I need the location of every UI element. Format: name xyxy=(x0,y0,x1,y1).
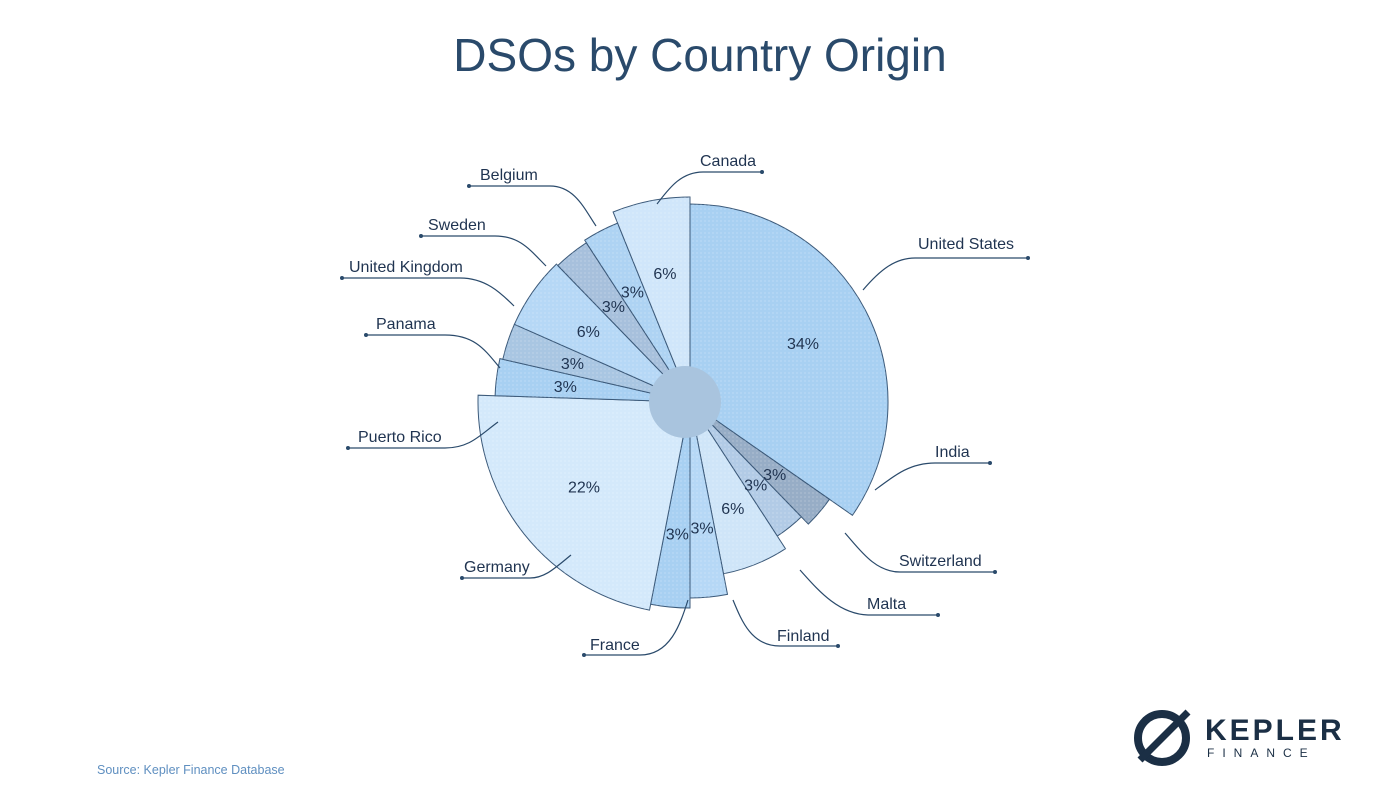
slice-category-label-united-kingdom: United Kingdom xyxy=(349,259,463,276)
pie-slice-texture-united-states xyxy=(690,204,889,516)
pie-center-hub xyxy=(649,366,721,438)
leader-line-united-kingdom xyxy=(342,277,515,307)
slice-category-label-puerto-rico: Puerto Rico xyxy=(358,429,442,446)
slice-value-label-puerto-rico: 3% xyxy=(554,379,577,396)
slice-category-label-germany: Germany xyxy=(464,559,530,576)
slice-category-label-switzerland: Switzerland xyxy=(899,553,982,570)
pie-slice-texture-panama xyxy=(502,324,690,402)
slice-value-label-germany: 22% xyxy=(568,480,600,497)
slice-value-label-france: 3% xyxy=(666,527,689,544)
slice-value-label-sweden: 3% xyxy=(602,299,625,316)
slice-value-label-united-states: 34% xyxy=(787,336,819,353)
slice-value-label-malta: 6% xyxy=(721,501,744,518)
leader-line-puerto-rico xyxy=(348,421,499,449)
leader-line-germany xyxy=(462,554,572,579)
slice-category-label-panama: Panama xyxy=(376,316,436,333)
leader-dot-united-states xyxy=(1026,256,1030,260)
slice-category-label-united-states: United States xyxy=(918,236,1014,253)
leader-line-panama xyxy=(366,334,501,369)
leader-line-canada xyxy=(656,171,762,205)
leader-dot-switzerland xyxy=(993,570,997,574)
leader-dot-germany xyxy=(460,576,464,580)
source-note: Source: Kepler Finance Database xyxy=(97,763,285,777)
slice-category-label-malta: Malta xyxy=(867,596,906,613)
leader-dot-finland xyxy=(836,644,840,648)
leader-line-finland xyxy=(732,599,838,647)
leader-dot-united-kingdom xyxy=(340,276,344,280)
leader-line-malta xyxy=(799,569,938,616)
logo-word-finance: FINANCE xyxy=(1207,746,1316,760)
slice-category-label-belgium: Belgium xyxy=(480,167,538,184)
slice-value-label-belgium: 3% xyxy=(621,285,644,302)
slice-value-label-switzerland: 3% xyxy=(744,477,767,494)
slice-category-label-canada: Canada xyxy=(700,153,756,170)
leader-dot-sweden xyxy=(419,234,423,238)
slice-category-label-finland: Finland xyxy=(777,628,829,645)
leader-line-belgium xyxy=(469,185,597,227)
leader-dot-belgium xyxy=(467,184,471,188)
slice-value-label-united-kingdom: 6% xyxy=(577,324,600,341)
pie-slice-texture-india xyxy=(690,402,830,525)
leader-line-france xyxy=(584,599,689,656)
kepler-finance-logo: KEPLER FINANCE xyxy=(1130,708,1342,768)
leader-line-sweden xyxy=(421,235,547,267)
leader-line-united-states xyxy=(862,257,1028,291)
leader-dot-france xyxy=(582,653,586,657)
pie-slice-texture-belgium xyxy=(584,223,690,402)
leader-dot-canada xyxy=(760,170,764,174)
pie-slice-texture-sweden xyxy=(557,242,690,402)
chart-title: DSOs by Country Origin xyxy=(453,29,947,81)
slice-value-label-finland: 3% xyxy=(691,521,714,538)
slice-value-label-panama: 3% xyxy=(561,356,584,373)
leader-dot-india xyxy=(988,461,992,465)
logo-word-kepler: KEPLER xyxy=(1205,714,1345,747)
leader-line-india xyxy=(874,462,990,491)
pie-slice-texture-canada xyxy=(613,197,690,402)
leader-dot-puerto-rico xyxy=(346,446,350,450)
leader-dot-malta xyxy=(936,613,940,617)
leader-line-switzerland xyxy=(844,532,995,573)
pie-slice-texture-malta xyxy=(690,402,786,574)
leader-dot-panama xyxy=(364,333,368,337)
slice-category-label-france: France xyxy=(590,637,640,654)
slice-value-label-india: 3% xyxy=(763,467,786,484)
pie-slice-texture-switzerland xyxy=(690,402,802,537)
pie-slice-texture-germany xyxy=(477,395,690,611)
slice-category-label-sweden: Sweden xyxy=(428,217,486,234)
slice-category-label-india: India xyxy=(935,444,970,461)
slice-value-label-canada: 6% xyxy=(653,266,676,283)
pie-slice-texture-united-kingdom xyxy=(514,264,690,402)
logo-mark-icon xyxy=(1134,709,1191,766)
pie-slice-texture-finland xyxy=(690,402,728,598)
